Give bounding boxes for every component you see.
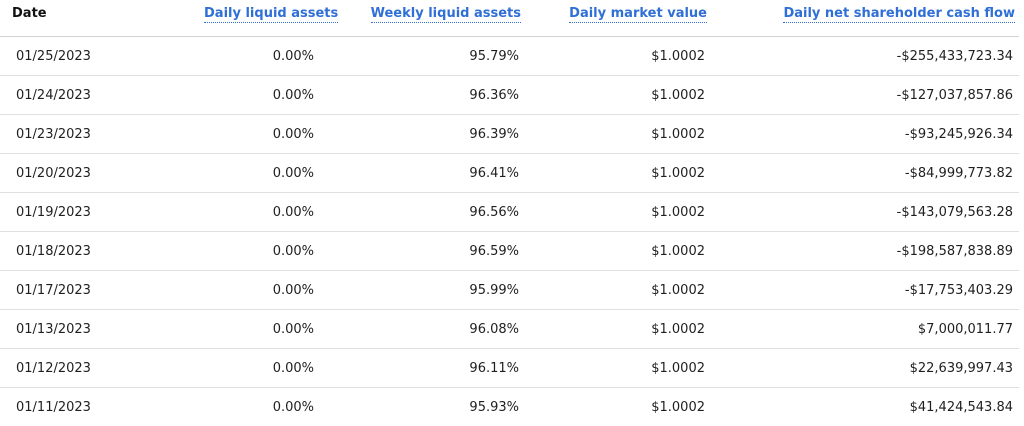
cell-net-cash-flow: -$198,587,838.89 bbox=[711, 232, 1019, 271]
cell-date: 01/19/2023 bbox=[0, 193, 200, 232]
cell-daily-market-value: $1.0002 bbox=[525, 310, 711, 349]
cell-weekly-liquid-assets: 95.93% bbox=[320, 388, 525, 426]
table-row: 01/17/2023 0.00% 95.99% $1.0002 -$17,753… bbox=[0, 271, 1019, 310]
cell-net-cash-flow: -$143,079,563.28 bbox=[711, 193, 1019, 232]
cell-daily-liquid-assets: 0.00% bbox=[200, 271, 320, 310]
header-net-cash-flow-link[interactable]: Daily net shareholder cash flow bbox=[783, 6, 1015, 23]
cell-daily-market-value: $1.0002 bbox=[525, 115, 711, 154]
cell-daily-liquid-assets: 0.00% bbox=[200, 37, 320, 76]
header-weekly-liquid-assets-cell: Weekly liquid assets bbox=[320, 0, 525, 37]
header-row: Date Daily liquid assets Weekly liquid a… bbox=[0, 0, 1019, 37]
table-row: 01/20/2023 0.00% 96.41% $1.0002 -$84,999… bbox=[0, 154, 1019, 193]
header-daily-liquid-assets-cell: Daily liquid assets bbox=[200, 0, 320, 37]
table-row: 01/24/2023 0.00% 96.36% $1.0002 -$127,03… bbox=[0, 76, 1019, 115]
cell-daily-liquid-assets: 0.00% bbox=[200, 154, 320, 193]
cell-date: 01/20/2023 bbox=[0, 154, 200, 193]
cell-daily-liquid-assets: 0.00% bbox=[200, 193, 320, 232]
cell-weekly-liquid-assets: 96.59% bbox=[320, 232, 525, 271]
cell-weekly-liquid-assets: 96.36% bbox=[320, 76, 525, 115]
cell-daily-market-value: $1.0002 bbox=[525, 193, 711, 232]
cell-daily-market-value: $1.0002 bbox=[525, 271, 711, 310]
header-daily-market-value-cell: Daily market value bbox=[525, 0, 711, 37]
cell-date: 01/11/2023 bbox=[0, 388, 200, 426]
cell-net-cash-flow: -$84,999,773.82 bbox=[711, 154, 1019, 193]
cell-date: 01/17/2023 bbox=[0, 271, 200, 310]
table-row: 01/13/2023 0.00% 96.08% $1.0002 $7,000,0… bbox=[0, 310, 1019, 349]
header-date: Date bbox=[0, 0, 200, 37]
cell-net-cash-flow: -$93,245,926.34 bbox=[711, 115, 1019, 154]
cell-daily-liquid-assets: 0.00% bbox=[200, 76, 320, 115]
cell-daily-market-value: $1.0002 bbox=[525, 388, 711, 426]
table-row: 01/25/2023 0.00% 95.79% $1.0002 -$255,43… bbox=[0, 37, 1019, 76]
cell-daily-market-value: $1.0002 bbox=[525, 154, 711, 193]
cell-daily-market-value: $1.0002 bbox=[525, 349, 711, 388]
cell-daily-liquid-assets: 0.00% bbox=[200, 310, 320, 349]
cell-date: 01/12/2023 bbox=[0, 349, 200, 388]
cell-date: 01/18/2023 bbox=[0, 232, 200, 271]
table-body: 01/25/2023 0.00% 95.79% $1.0002 -$255,43… bbox=[0, 37, 1019, 426]
cell-weekly-liquid-assets: 96.56% bbox=[320, 193, 525, 232]
cell-net-cash-flow: -$17,753,403.29 bbox=[711, 271, 1019, 310]
table-row: 01/12/2023 0.00% 96.11% $1.0002 $22,639,… bbox=[0, 349, 1019, 388]
cell-weekly-liquid-assets: 96.39% bbox=[320, 115, 525, 154]
table-row: 01/19/2023 0.00% 96.56% $1.0002 -$143,07… bbox=[0, 193, 1019, 232]
cell-weekly-liquid-assets: 95.99% bbox=[320, 271, 525, 310]
cell-date: 01/13/2023 bbox=[0, 310, 200, 349]
cell-net-cash-flow: -$127,037,857.86 bbox=[711, 76, 1019, 115]
cell-weekly-liquid-assets: 95.79% bbox=[320, 37, 525, 76]
cell-net-cash-flow: $22,639,997.43 bbox=[711, 349, 1019, 388]
cell-net-cash-flow: $7,000,011.77 bbox=[711, 310, 1019, 349]
cell-date: 01/24/2023 bbox=[0, 76, 200, 115]
cell-daily-liquid-assets: 0.00% bbox=[200, 115, 320, 154]
cell-daily-market-value: $1.0002 bbox=[525, 76, 711, 115]
table-row: 01/18/2023 0.00% 96.59% $1.0002 -$198,58… bbox=[0, 232, 1019, 271]
header-net-cash-flow-cell: Daily net shareholder cash flow bbox=[711, 0, 1019, 37]
cell-weekly-liquid-assets: 96.41% bbox=[320, 154, 525, 193]
header-daily-liquid-assets-link[interactable]: Daily liquid assets bbox=[204, 6, 338, 23]
cell-daily-liquid-assets: 0.00% bbox=[200, 388, 320, 426]
cell-date: 01/23/2023 bbox=[0, 115, 200, 154]
table-row: 01/11/2023 0.00% 95.93% $1.0002 $41,424,… bbox=[0, 388, 1019, 426]
table-row: 01/23/2023 0.00% 96.39% $1.0002 -$93,245… bbox=[0, 115, 1019, 154]
cell-daily-market-value: $1.0002 bbox=[525, 37, 711, 76]
cell-daily-liquid-assets: 0.00% bbox=[200, 232, 320, 271]
cell-net-cash-flow: -$255,433,723.34 bbox=[711, 37, 1019, 76]
cell-weekly-liquid-assets: 96.11% bbox=[320, 349, 525, 388]
header-daily-market-value-link[interactable]: Daily market value bbox=[569, 6, 707, 23]
cell-daily-market-value: $1.0002 bbox=[525, 232, 711, 271]
cell-weekly-liquid-assets: 96.08% bbox=[320, 310, 525, 349]
header-weekly-liquid-assets-link[interactable]: Weekly liquid assets bbox=[371, 6, 521, 23]
cell-daily-liquid-assets: 0.00% bbox=[200, 349, 320, 388]
cell-date: 01/25/2023 bbox=[0, 37, 200, 76]
cell-net-cash-flow: $41,424,543.84 bbox=[711, 388, 1019, 426]
table-header: Date Daily liquid assets Weekly liquid a… bbox=[0, 0, 1019, 37]
